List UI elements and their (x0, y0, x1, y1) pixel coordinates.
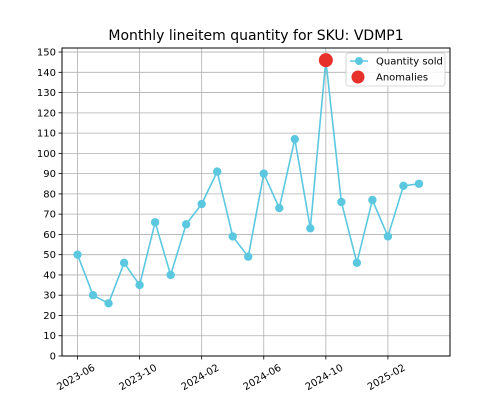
data-point-quantity-sold (368, 195, 377, 205)
data-point-quantity-sold (306, 224, 315, 233)
y-tick-label: 150 (37, 48, 56, 59)
y-tick-label: 80 (43, 189, 56, 200)
y-tick-label: 30 (43, 291, 56, 302)
data-point-quantity-sold (73, 250, 82, 259)
x-axis: 2023-06 2023-10 2024-02 2024-06 2024-10 2025-… (55, 356, 408, 393)
data-point-quantity-sold (290, 134, 299, 144)
y-tick-label: 10 (43, 331, 56, 342)
data-point-quantity-sold (414, 179, 424, 188)
chart-title: Monthly lineitem quantity for SKU: VDMP1 (108, 28, 403, 44)
plot-area-frame (61, 47, 451, 357)
data-point-quantity-sold (259, 169, 268, 178)
data-point-quantity-sold (275, 203, 284, 213)
y-tick-label: 40 (43, 270, 56, 281)
x-tick-label: 2024-02 (180, 363, 222, 393)
data-point-quantity-sold (213, 167, 222, 176)
y-tick-label: 70 (43, 210, 56, 221)
x-tick-label: 2024-10 (304, 363, 346, 393)
x-tick-label: 2023-06 (55, 363, 97, 393)
legend-swatch-marker (355, 57, 363, 65)
data-point-anomaly (318, 53, 333, 68)
y-tick-label: 60 (43, 230, 56, 241)
legend: Quantity sold Anomalies (345, 52, 446, 87)
y-tick-label: 50 (43, 250, 56, 261)
y-tick-label: 110 (37, 129, 56, 140)
legend-swatch-anomaly (351, 70, 365, 84)
y-tick-label: 0 (50, 352, 56, 363)
legend-box (345, 52, 446, 87)
series-line-quantity-sold (76, 60, 420, 305)
data-point-quantity-sold (150, 218, 160, 227)
data-point-quantity-sold (337, 197, 346, 207)
data-point-quantity-sold (181, 220, 191, 229)
y-tick-label: 100 (37, 149, 56, 160)
data-point-quantity-sold (135, 280, 144, 290)
data-point-quantity-sold (197, 199, 206, 209)
data-point-quantity-sold (399, 181, 408, 190)
legend-label-quantity-sold: Quantity sold (376, 57, 443, 68)
data-point-quantity-sold (228, 232, 237, 241)
grid-lines (62, 48, 450, 357)
data-point-quantity-sold (104, 299, 113, 308)
y-tick-label: 90 (43, 169, 56, 180)
y-tick-label: 140 (37, 68, 56, 79)
x-tick-label: 2024-06 (242, 363, 284, 393)
y-axis: 0 10 20 30 40 50 60 70 80 90 100 110 120 130 140 150 (37, 48, 62, 363)
data-point-quantity-sold (352, 258, 362, 267)
legend-label-anomalies: Anomalies (376, 73, 428, 84)
series-layer (73, 53, 424, 308)
x-tick-label: 2023-10 (118, 363, 160, 393)
data-point-quantity-sold (244, 252, 253, 261)
x-tick-label: 2025-02 (366, 363, 408, 393)
y-tick-label: 130 (37, 88, 56, 99)
y-tick-label: 120 (37, 108, 56, 119)
data-point-quantity-sold (88, 291, 98, 300)
data-point-quantity-sold (166, 270, 175, 280)
data-point-quantity-sold (119, 258, 129, 267)
data-point-quantity-sold (383, 232, 393, 241)
y-tick-label: 20 (43, 311, 56, 322)
